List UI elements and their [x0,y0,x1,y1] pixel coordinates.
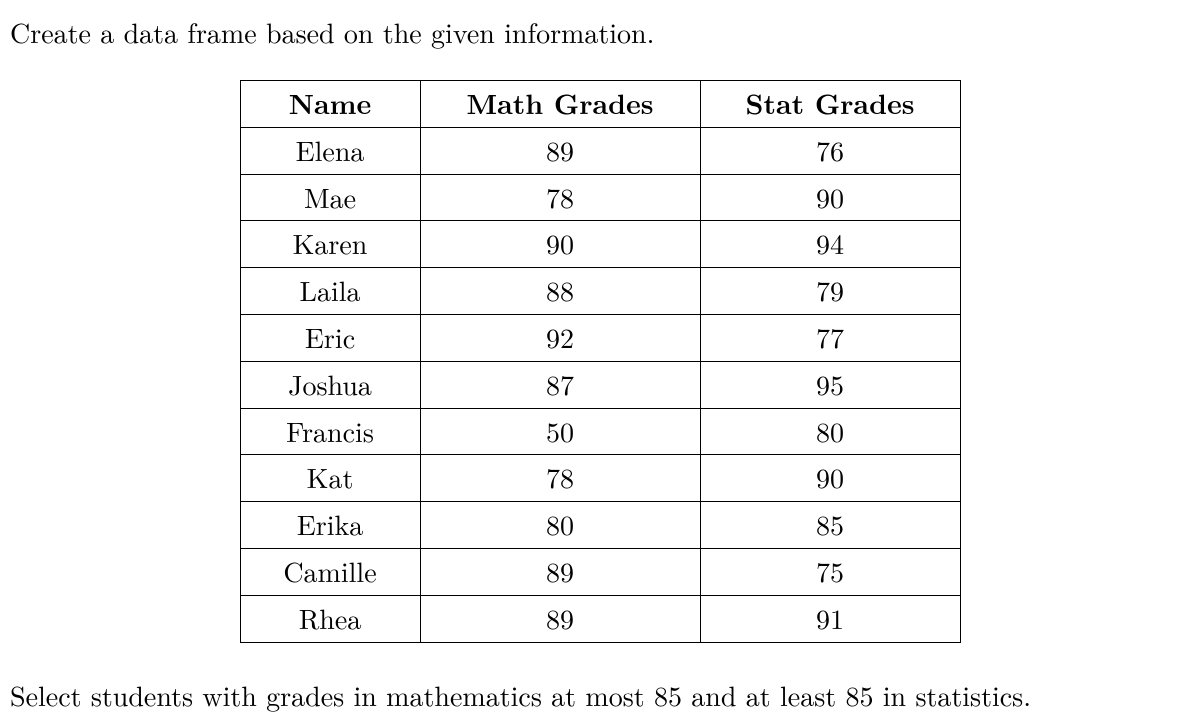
col-header-name: Name [240,81,420,128]
cell-math: 90 [420,221,700,268]
cell-math: 80 [420,502,700,549]
table-row: Joshua 87 95 [240,361,960,408]
cell-math: 78 [420,174,700,221]
cell-name: Joshua [240,361,420,408]
table-row: Elena 89 76 [240,127,960,174]
table-row: Francis 50 80 [240,408,960,455]
cell-stat: 91 [700,595,960,642]
cell-math: 89 [420,595,700,642]
cell-math: 88 [420,268,700,315]
cell-math: 50 [420,408,700,455]
cell-stat: 76 [700,127,960,174]
cell-stat: 90 [700,455,960,502]
grades-table: Name Math Grades Stat Grades Elena 89 76… [240,80,961,643]
table-header: Name Math Grades Stat Grades [240,81,960,128]
cell-stat: 77 [700,314,960,361]
cell-stat: 75 [700,548,960,595]
table-row: Eric 92 77 [240,314,960,361]
col-header-stat: Stat Grades [700,81,960,128]
cell-stat: 95 [700,361,960,408]
table-row: Camille 89 75 [240,548,960,595]
cell-name: Karen [240,221,420,268]
cell-name: Eric [240,314,420,361]
cell-name: Mae [240,174,420,221]
table-container: Name Math Grades Stat Grades Elena 89 76… [10,80,1190,643]
cell-math: 78 [420,455,700,502]
cell-stat: 85 [700,502,960,549]
cell-name: Camille [240,548,420,595]
table-row: Kat 78 90 [240,455,960,502]
cell-stat: 79 [700,268,960,315]
col-header-math: Math Grades [420,81,700,128]
cell-name: Erika [240,502,420,549]
cell-math: 89 [420,548,700,595]
cell-name: Kat [240,455,420,502]
table-row: Laila 88 79 [240,268,960,315]
table-header-row: Name Math Grades Stat Grades [240,81,960,128]
instruction-bottom: Select students with grades in mathemati… [10,675,1190,715]
table-row: Karen 90 94 [240,221,960,268]
cell-name: Francis [240,408,420,455]
instruction-top: Create a data frame based on the given i… [10,12,1190,52]
cell-math: 92 [420,314,700,361]
table-row: Rhea 89 91 [240,595,960,642]
cell-stat: 94 [700,221,960,268]
cell-stat: 80 [700,408,960,455]
cell-math: 87 [420,361,700,408]
table-row: Erika 80 85 [240,502,960,549]
cell-math: 89 [420,127,700,174]
cell-stat: 90 [700,174,960,221]
cell-name: Rhea [240,595,420,642]
cell-name: Laila [240,268,420,315]
table-row: Mae 78 90 [240,174,960,221]
cell-name: Elena [240,127,420,174]
table-body: Elena 89 76 Mae 78 90 Karen 90 94 Laila … [240,127,960,642]
